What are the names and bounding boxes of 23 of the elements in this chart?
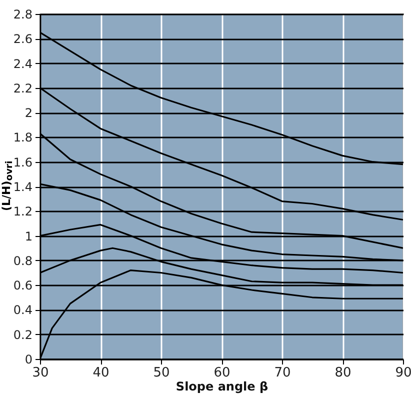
x-tick-label: 50 [153,366,170,380]
y-tick-label: 0.6 [13,278,32,293]
y-tick-label: 0 [24,352,32,366]
x-tick-label: 90 [395,366,411,380]
x-tick-label: 40 [92,366,110,380]
y-tick-label: 0.2 [13,328,32,342]
y-tick-label: 0.8 [13,254,32,268]
y-tick-label: 2.2 [13,81,32,96]
x-axis-title: Slope angle β [176,380,268,394]
y-tick-label: 1.4 [13,180,32,194]
y-tick-label: 1.8 [13,130,32,145]
y-tick-label: 0.4 [13,303,32,318]
y-tick-label: 2.6 [13,32,32,46]
y-tick-label: 2.8 [13,8,32,22]
y-tick-label: 2 [24,106,32,120]
x-tick-label: 60 [214,366,230,380]
y-tick-label: 1.6 [13,155,32,170]
x-tick-label: 70 [274,366,291,380]
y-tick-label: 1 [24,229,32,244]
x-tick-label: 30 [32,366,49,380]
y-tick-label: 1.2 [13,204,32,219]
y-tick-label: 2.4 [13,56,32,71]
x-tick-label: 80 [334,366,352,380]
